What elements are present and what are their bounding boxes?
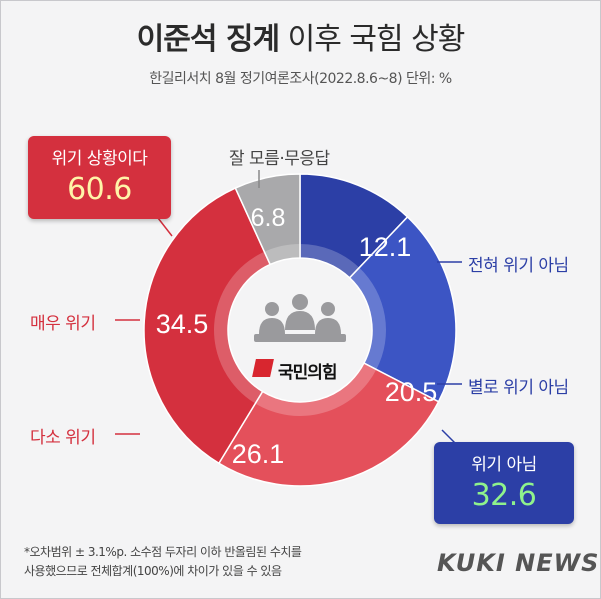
- footnote-line-2: 사용했으므로 전체합계(100%)에 차이가 있을 수 있음: [24, 564, 282, 578]
- footnote-line-1: *오차범위 ± 3.1%p. 소수점 두자리 이하 반올림된 수치를: [24, 545, 302, 559]
- value-label-very: 34.5: [156, 309, 209, 339]
- donut-slice-3: [143, 187, 272, 465]
- donut-slice-2: [217, 362, 440, 487]
- callout-crisis: 위기 상황이다 60.6: [28, 136, 171, 219]
- label-somewhat: 다소 위기: [30, 428, 96, 448]
- donut-inner-band-2: [255, 363, 377, 416]
- donut-inner-band-1: [349, 267, 387, 370]
- label-very: 매우 위기: [30, 314, 96, 334]
- value-label-not-at-all: 12.1: [359, 232, 412, 262]
- callout-crisis-value: 60.6: [67, 172, 132, 207]
- label-not-at-all: 전혀 위기 아님: [468, 256, 569, 276]
- value-label-not-really: 20.5: [385, 377, 438, 407]
- callout-no-crisis: 위기 아님 32.6: [434, 442, 574, 524]
- value-label-somewhat: 26.1: [232, 439, 285, 469]
- party-logo: 국민의힘: [252, 357, 358, 383]
- callout-red-leader: [157, 217, 173, 237]
- callout-no-crisis-label: 위기 아님: [471, 455, 537, 475]
- donut-slice-4: [234, 173, 301, 266]
- footnote: *오차범위 ± 3.1%p. 소수점 두자리 이하 반올림된 수치를 사용했으므…: [24, 543, 302, 581]
- party-logo-name: 국민의힘: [278, 363, 338, 383]
- title-strong: 이준석 징계: [136, 22, 280, 57]
- party-logo-mark: [252, 359, 274, 377]
- callout-crisis-label: 위기 상황이다: [51, 149, 148, 169]
- title-light: 이후 국힘 상황: [287, 22, 466, 57]
- donut-inner-band-4: [264, 244, 300, 265]
- label-unknown: 잘 모름·무응답: [229, 149, 330, 169]
- donut-slice-1: [348, 215, 457, 403]
- donut-inner-band-3: [213, 251, 271, 404]
- meeting-people-icon: [254, 294, 346, 342]
- page-title: 이준석 징계 이후 국힘 상황: [0, 14, 601, 58]
- value-label-unknown: 6.8: [251, 204, 286, 232]
- brand-logo: KUKI NEWS: [437, 549, 600, 577]
- callout-no-crisis-value: 32.6: [471, 478, 537, 513]
- label-not-really: 별로 위기 아님: [468, 378, 569, 398]
- subtitle: 한길리서치 8월 정기여론조사(2022.8.6~8) 단위: %: [149, 71, 452, 87]
- donut-inner-band-0: [300, 244, 360, 278]
